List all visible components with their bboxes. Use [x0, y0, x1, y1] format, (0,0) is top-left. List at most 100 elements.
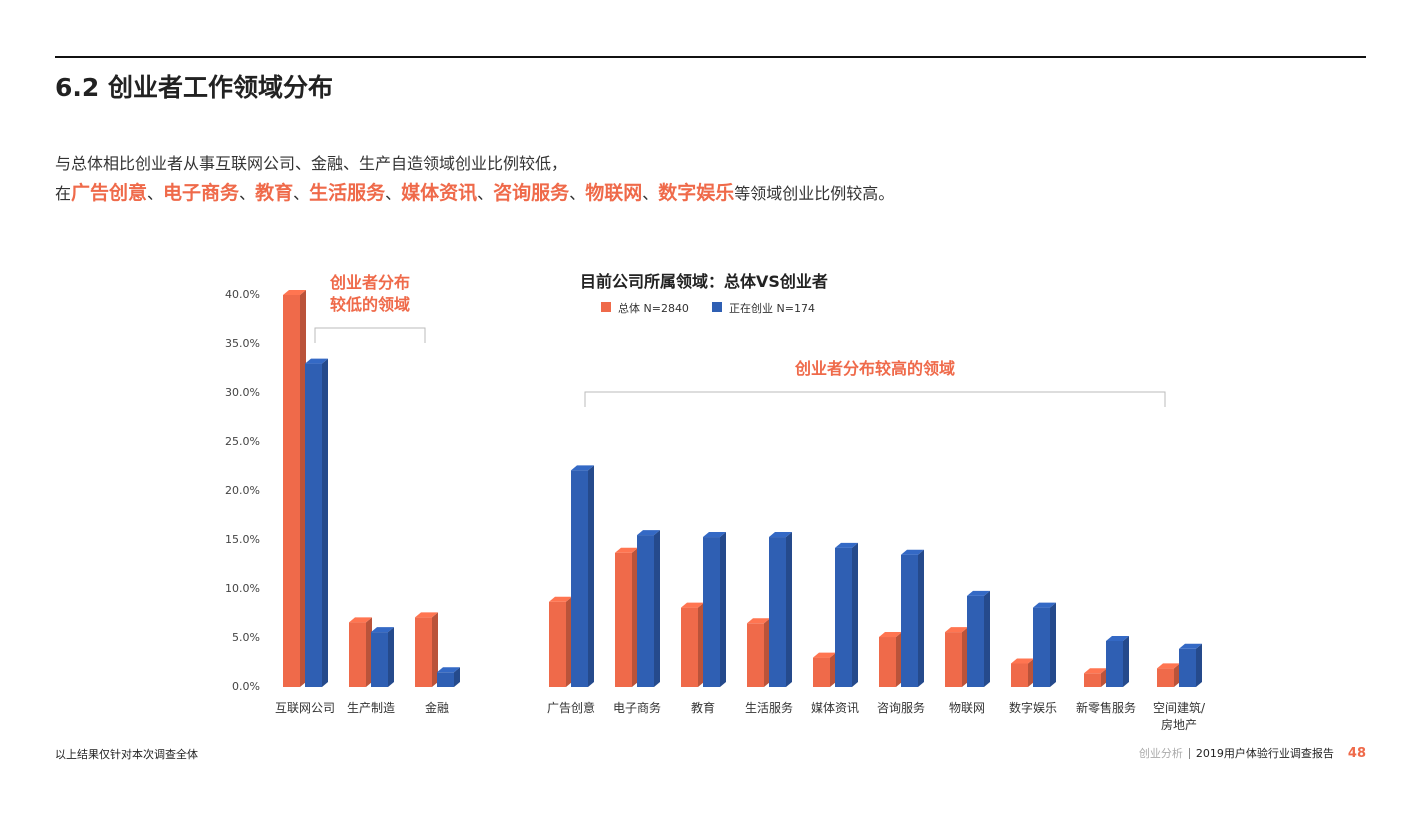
bar-front	[615, 552, 632, 687]
bar-side	[1174, 663, 1180, 687]
bar	[371, 627, 394, 687]
bar-top	[747, 618, 770, 624]
bar-side	[300, 290, 306, 687]
bar-front	[1106, 640, 1123, 687]
bar-top	[415, 612, 438, 618]
top-rule	[55, 56, 1366, 58]
bar	[1084, 668, 1107, 687]
bar-top	[813, 652, 836, 658]
intro-line: 与总体相比创业者从事互联网公司、金融、生产自造领域创业比例较低，	[55, 154, 568, 173]
bar-front	[437, 672, 454, 687]
bar-front	[703, 537, 720, 687]
section: 创业分析	[1138, 747, 1183, 760]
intro-segment: 数字娱乐	[658, 182, 735, 204]
bar-front	[371, 632, 388, 687]
intro-segment: 、	[477, 184, 494, 203]
bar	[549, 596, 572, 687]
bar-front	[415, 617, 432, 687]
bar-side	[1123, 635, 1129, 687]
bar-front	[1157, 668, 1174, 687]
x-tick-label: 新零售服务	[1075, 701, 1137, 715]
bar-top	[1179, 643, 1202, 649]
bar-side	[918, 549, 924, 687]
x-tick-label: 空间建筑/ 房地产	[1152, 701, 1206, 732]
bar-top	[769, 532, 792, 538]
intro-segment: 、	[147, 184, 164, 203]
bar-front	[349, 622, 366, 687]
bar-side	[1101, 668, 1107, 687]
bar-front	[879, 637, 896, 687]
bar	[283, 290, 306, 687]
bar	[967, 590, 990, 687]
y-tick-label: 15.0%	[225, 533, 260, 546]
bar-front	[835, 547, 852, 687]
bar	[769, 532, 792, 687]
bar-front	[549, 601, 566, 687]
bar-side	[698, 602, 704, 687]
chart-title: 目前公司所属领域：总体VS创业者	[580, 272, 828, 291]
bar-front	[813, 657, 830, 687]
bar	[349, 617, 372, 687]
bar-front	[967, 595, 984, 687]
bar-top	[549, 596, 572, 602]
intro-segment: 咨询服务	[493, 182, 570, 204]
bar-top	[349, 617, 372, 623]
bar-front	[1033, 607, 1050, 687]
y-tick-label: 35.0%	[225, 337, 260, 350]
bar-side	[764, 618, 770, 687]
bar	[703, 532, 726, 687]
intro-segment: 教育	[255, 182, 294, 204]
bar-side	[366, 617, 372, 687]
y-tick-label: 5.0%	[232, 631, 260, 644]
bar-top	[1084, 668, 1107, 674]
bar	[437, 667, 460, 687]
intro-segment: 广告创意	[71, 182, 148, 204]
bar	[1106, 635, 1129, 687]
x-tick-label: 咨询服务	[876, 701, 926, 715]
bar	[615, 547, 638, 687]
page-title: 6.2 创业者工作领域分布	[55, 73, 333, 102]
x-tick-label: 媒体资讯	[810, 701, 860, 715]
bar-side	[1050, 602, 1056, 687]
y-tick-label: 0.0%	[232, 680, 260, 693]
bar	[415, 612, 438, 687]
bar-side	[1028, 658, 1034, 687]
bar-top	[681, 602, 704, 608]
bar-top	[283, 290, 306, 295]
bar-side	[566, 596, 572, 687]
annotation: 创业者分布较高的领域	[794, 359, 956, 378]
intro-segment: 在	[55, 184, 72, 203]
bar	[835, 542, 858, 687]
bar	[1033, 602, 1056, 687]
bracket	[584, 391, 1166, 407]
intro-segment: 、	[293, 184, 310, 203]
bar-top	[1157, 663, 1180, 669]
bar-top	[901, 549, 924, 555]
bar-side	[830, 652, 836, 687]
bar-top	[1011, 658, 1034, 664]
bar-front	[1011, 663, 1028, 687]
x-tick-label: 互联网公司	[274, 701, 336, 715]
bar	[1179, 643, 1202, 687]
bar-front	[305, 363, 322, 687]
bar-top	[967, 590, 990, 596]
bar-side	[388, 627, 394, 687]
bar	[945, 627, 968, 687]
bar-front	[283, 295, 300, 687]
bar-side	[786, 532, 792, 687]
bar-top	[637, 530, 660, 536]
legend-swatch	[712, 302, 722, 312]
bar-front	[747, 623, 764, 687]
bar	[813, 652, 836, 687]
intro-segment: 物联网	[585, 182, 643, 204]
bar-front	[1084, 673, 1101, 687]
bar-side	[432, 612, 438, 687]
bar-front	[901, 554, 918, 687]
bar-top	[945, 627, 968, 633]
x-tick-label: 金融	[424, 701, 450, 715]
separator	[1188, 747, 1190, 759]
legend-label: 总体 N=2840	[618, 302, 689, 315]
bar-side	[322, 358, 328, 687]
